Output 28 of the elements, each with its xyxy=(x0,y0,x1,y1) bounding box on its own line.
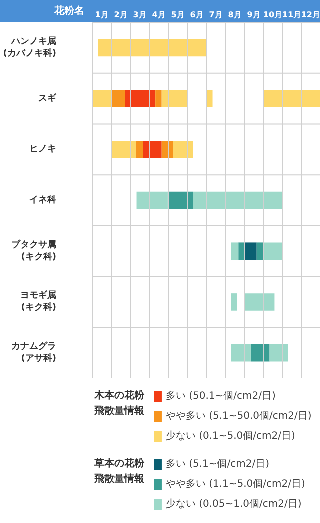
x-tick-label: 6月 xyxy=(190,10,204,20)
x-tick-label: 7月 xyxy=(209,10,223,20)
x-tick-label: 2月 xyxy=(114,10,128,20)
legend-label: 少ない (0.1~5.0個/cm2/日) xyxy=(166,430,296,442)
x-tick-label: 9月 xyxy=(247,10,261,20)
legend-label: 多い (50.1~個/cm2/日) xyxy=(166,390,276,402)
x-tick-label: 8月 xyxy=(228,10,242,20)
y-tick-label: ヒノキ xyxy=(30,144,56,155)
legend-label: 多い (5.1~個/cm2/日) xyxy=(166,458,270,470)
y-tick-label: ハンノキ属 (カバノキ科) xyxy=(3,36,57,59)
x-tick-label: 3月 xyxy=(133,10,147,20)
y-tick-label: イネ科 xyxy=(30,194,56,206)
y-tick-label: ブタクサ属 (キク科) xyxy=(12,239,57,262)
y-axis-title: 花粉名 xyxy=(54,5,84,17)
y-tick-label: スギ xyxy=(38,92,58,104)
text: 草本の花粉飛散量情報 xyxy=(94,458,145,485)
x-tick-label: 4月 xyxy=(152,10,166,20)
legend-label: 少ない (0.05~1.0個/cm2/日) xyxy=(166,498,302,510)
y-tick-label: カナムグラ (アサ科) xyxy=(12,341,57,364)
x-tick-label: 1月 xyxy=(95,10,109,20)
x-tick-label: 5月 xyxy=(171,10,185,20)
legend-label: やや多い (1.1~5.0個/cm2/日) xyxy=(166,478,306,490)
y-tick-label: ヨモギ属 (キク科) xyxy=(20,290,57,314)
x-tick-label: 12月 xyxy=(301,10,320,20)
legend-label: やや多い (5.1~50.0個/cm2/日) xyxy=(166,410,312,422)
x-tick-label: 10月 xyxy=(263,10,283,20)
text: 木本の花粉飛散量情報 xyxy=(94,390,145,417)
x-tick-label: 11月 xyxy=(282,10,302,20)
